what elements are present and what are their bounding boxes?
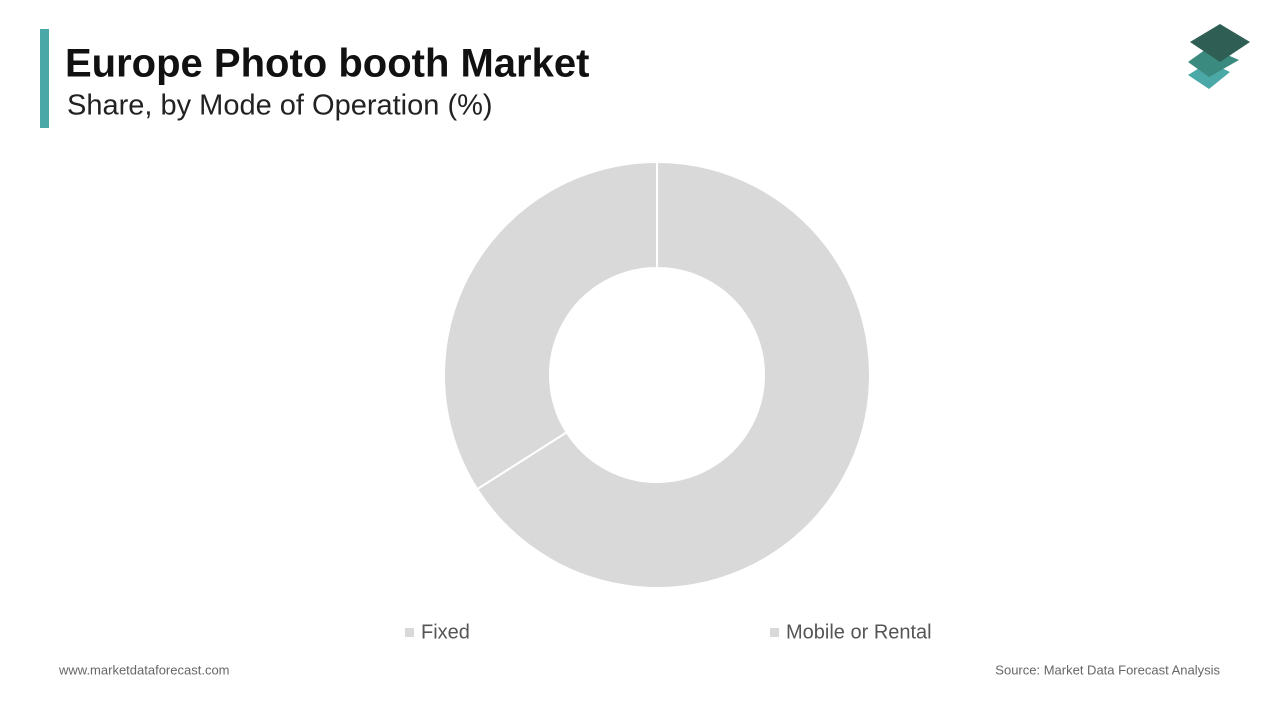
legend-swatch [770, 628, 779, 637]
chart-subtitle: Share, by Mode of Operation (%) [67, 90, 493, 122]
chart-title: Europe Photo booth Market [65, 42, 589, 86]
logo [1188, 24, 1250, 89]
legend-label: Fixed [421, 621, 470, 643]
source: Source: Market Data Forecast Analysis [995, 662, 1220, 677]
logo-layer [1190, 24, 1250, 62]
title-accent [40, 29, 49, 128]
website: www.marketdataforecast.com [58, 662, 230, 677]
legend-swatch [405, 628, 414, 637]
donut-segment [475, 160, 871, 589]
donut-segment [443, 160, 658, 491]
legend-label: Mobile or Rental [786, 621, 932, 643]
